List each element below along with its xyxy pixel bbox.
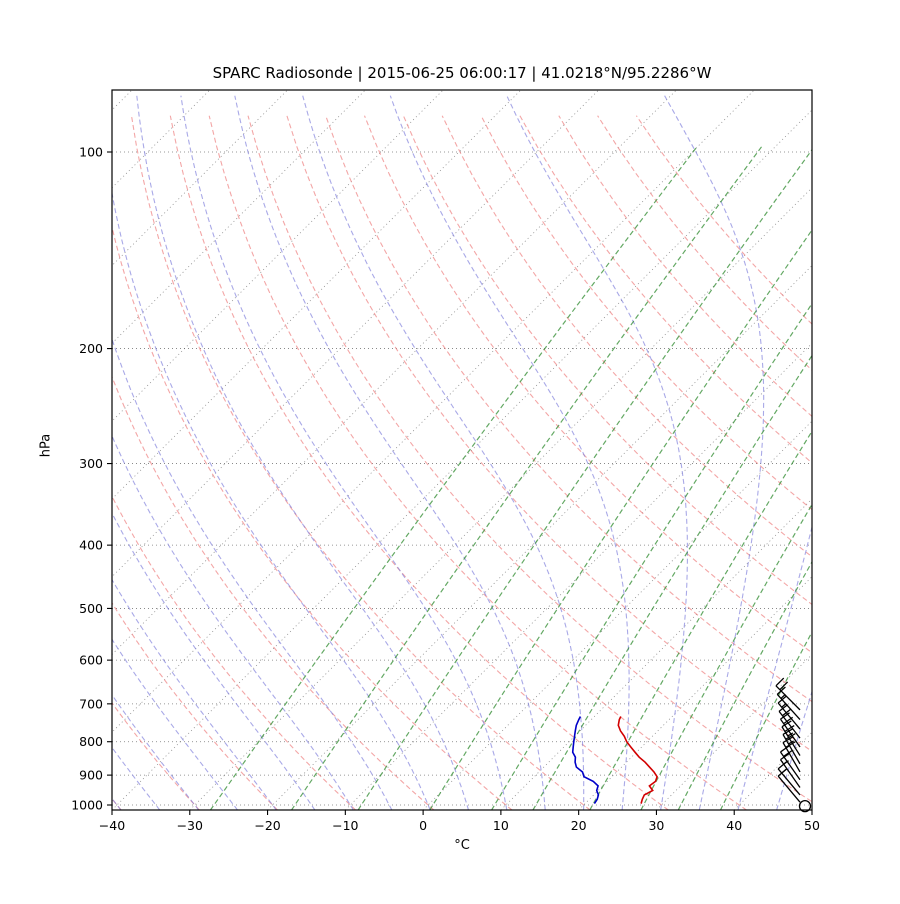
dry-adiabat-line xyxy=(598,116,900,810)
dry-adiabat-line xyxy=(326,116,900,810)
moist-adiabat-line xyxy=(68,96,392,810)
isotherm-line xyxy=(112,89,833,810)
x-tick-label: 40 xyxy=(726,818,742,833)
dry-adiabat-line xyxy=(209,116,746,810)
mixing-ratio-line xyxy=(533,146,900,810)
isotherm-line xyxy=(0,89,133,810)
x-tick-label: 50 xyxy=(804,818,820,833)
wind-barb-half-tick xyxy=(782,769,787,773)
mixing-ratio-line xyxy=(210,146,697,810)
y-axis-label: hPa xyxy=(39,414,54,478)
x-tick-label: −40 xyxy=(99,818,125,833)
moist-adiabat-line xyxy=(738,96,866,810)
y-tick-label: 800 xyxy=(79,734,103,749)
dry-adiabat-line xyxy=(481,116,900,810)
dry-adiabat-line xyxy=(54,116,434,810)
isotherm-line xyxy=(0,89,444,810)
moist-adiabat-line xyxy=(137,96,469,810)
mixing-ratio-line xyxy=(430,146,871,810)
y-tick-label: 600 xyxy=(79,653,103,668)
dry-adiabat-line xyxy=(0,116,121,810)
isotherm-line xyxy=(267,89,900,810)
x-tick-label: −30 xyxy=(177,818,203,833)
isotherm-line xyxy=(0,89,211,810)
dry-adiabat-line xyxy=(132,116,591,810)
mixing-ratio-line xyxy=(292,146,762,810)
mixing-ratio-line xyxy=(492,146,900,810)
y-tick-label: 200 xyxy=(79,341,103,356)
isotherm-line xyxy=(0,89,367,810)
y-tick-label: 400 xyxy=(79,538,103,553)
plot-frame xyxy=(112,90,812,810)
y-tick-label: 700 xyxy=(79,696,103,711)
plot-area xyxy=(0,89,900,810)
y-tick-label: 500 xyxy=(79,601,103,616)
x-tick-label: 0 xyxy=(419,818,427,833)
x-axis-label: °C xyxy=(112,838,812,853)
y-tick-label: 300 xyxy=(79,456,103,471)
x-tick-label: 30 xyxy=(648,818,664,833)
y-tick-label: 100 xyxy=(79,145,103,160)
y-tick-label: 900 xyxy=(79,768,103,783)
isotherm-line xyxy=(423,89,900,810)
moist-adiabat-line xyxy=(0,96,238,810)
mixing-ratio-line xyxy=(721,146,900,810)
moist-adiabat-line xyxy=(100,96,430,810)
moist-adiabat-line xyxy=(777,96,900,810)
dry-adiabat-line xyxy=(15,116,356,810)
x-tick-label: −20 xyxy=(254,818,280,833)
isotherm-line xyxy=(734,89,900,810)
moist-adiabat-line xyxy=(235,96,545,810)
x-tick-label: 20 xyxy=(571,818,587,833)
isotherm-line xyxy=(34,89,755,810)
dry-adiabat-line xyxy=(93,116,512,810)
x-tick-label: −10 xyxy=(332,818,358,833)
isotherm-line xyxy=(190,89,900,810)
dry-adiabat-line xyxy=(520,116,900,810)
wind-barb-staff xyxy=(778,776,800,802)
moist-adiabat-line xyxy=(181,96,507,810)
moist-adiabat-line xyxy=(390,96,629,810)
y-tick-label: 1000 xyxy=(71,798,103,813)
chart-title: SPARC Radiosonde | 2015-06-25 06:00:17 |… xyxy=(112,64,812,82)
mixing-ratio-line xyxy=(641,146,900,810)
dewpoint-trace xyxy=(573,717,599,804)
dry-adiabat-line xyxy=(403,116,900,810)
moist-adiabat-line xyxy=(303,96,584,810)
isotherm-line xyxy=(579,89,900,810)
x-tick-label: 10 xyxy=(493,818,509,833)
isotherm-line xyxy=(812,89,900,810)
mixing-ratio-line xyxy=(590,146,900,810)
moist-adiabat-line xyxy=(15,96,315,810)
isotherm-line xyxy=(656,89,900,810)
